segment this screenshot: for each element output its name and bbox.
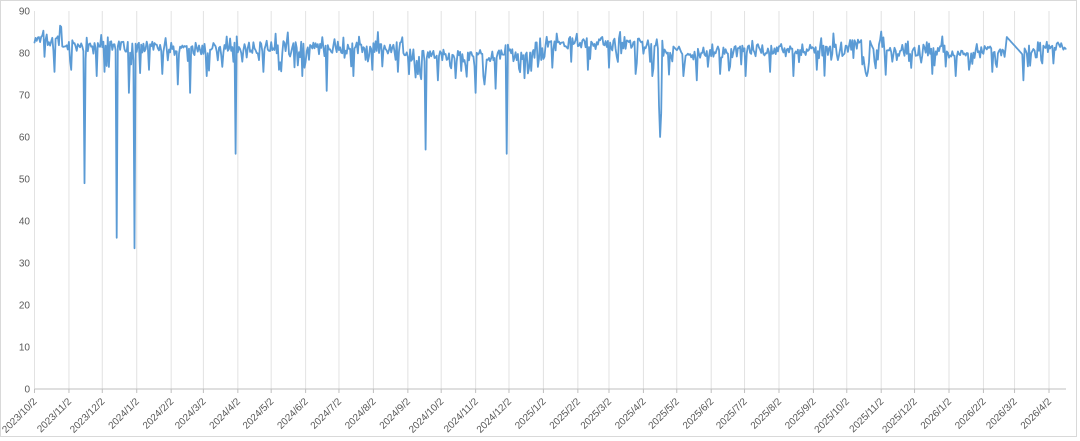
y-tick-label: 30 <box>19 259 31 270</box>
y-tick-label: 50 <box>19 175 31 186</box>
y-tick-label: 0 <box>24 385 30 396</box>
y-tick-label: 60 <box>19 133 31 144</box>
y-tick-label: 20 <box>19 301 31 312</box>
data-series-line <box>33 24 1067 250</box>
y-tick-label: 40 <box>19 217 31 228</box>
y-tick-label: 70 <box>19 91 31 102</box>
y-tick-label: 10 <box>19 343 31 354</box>
y-tick-label: 80 <box>19 49 31 60</box>
y-tick-label: 90 <box>19 7 31 18</box>
